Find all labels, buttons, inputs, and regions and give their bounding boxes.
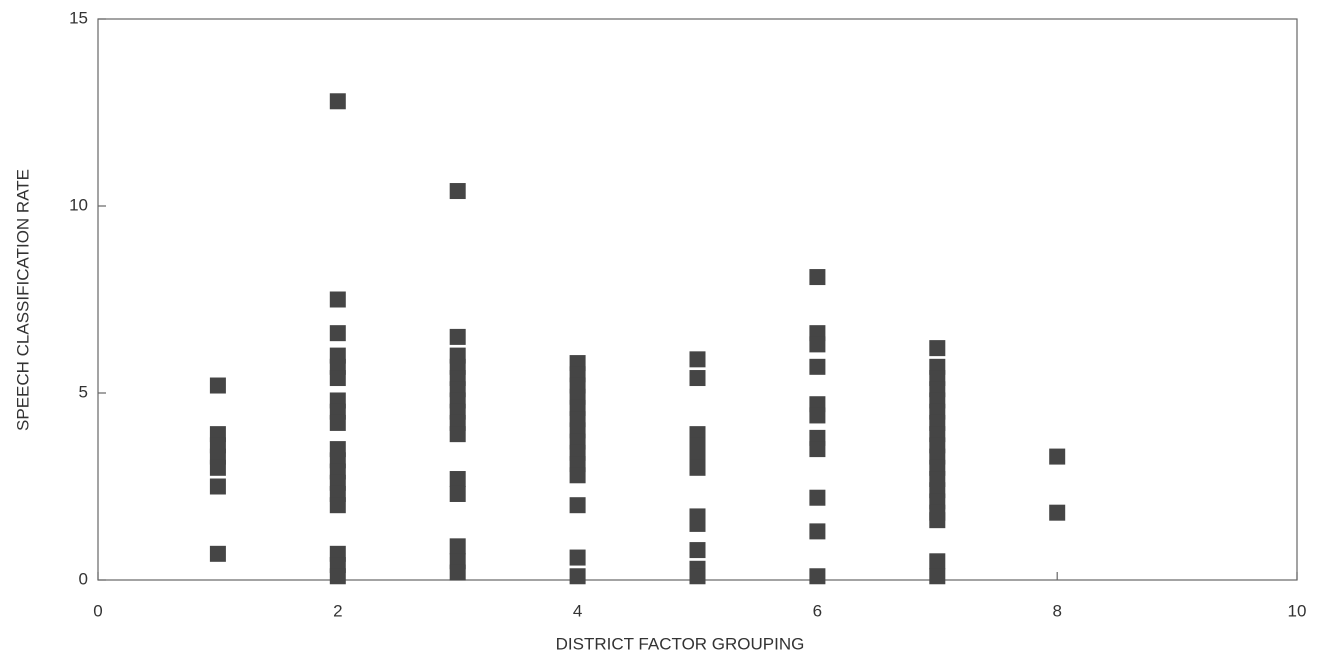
point <box>809 489 826 506</box>
point <box>809 523 826 540</box>
x-tick-label: 6 <box>813 601 822 620</box>
point <box>329 568 346 585</box>
point <box>569 568 586 585</box>
point <box>569 549 586 566</box>
y-tick-label: 15 <box>69 8 88 27</box>
point <box>809 407 826 424</box>
point <box>689 351 706 368</box>
point <box>209 377 226 394</box>
point <box>449 183 466 200</box>
point <box>329 325 346 342</box>
point <box>689 568 706 585</box>
point <box>209 545 226 562</box>
x-tick-label: 2 <box>333 601 342 620</box>
point <box>329 291 346 308</box>
x-tick-label: 10 <box>1288 601 1307 620</box>
point <box>929 512 946 529</box>
point <box>449 328 466 345</box>
point <box>569 467 586 484</box>
point <box>809 269 826 286</box>
point <box>329 93 346 110</box>
point <box>449 485 466 502</box>
point <box>689 515 706 532</box>
point <box>1049 504 1066 521</box>
point <box>569 497 586 514</box>
point <box>809 358 826 375</box>
x-axis-label: DISTRICT FACTOR GROUPING <box>556 634 805 653</box>
plot-frame <box>97 18 1298 581</box>
point <box>1049 448 1066 465</box>
point <box>449 471 466 488</box>
point <box>329 414 346 431</box>
y-tick-label: 5 <box>79 382 88 401</box>
y-tick-label: 10 <box>69 195 88 214</box>
point <box>449 564 466 581</box>
point <box>809 568 826 585</box>
point <box>809 441 826 458</box>
x-tick-label: 8 <box>1052 601 1061 620</box>
point <box>689 370 706 387</box>
point <box>929 568 946 585</box>
x-tick-label: 4 <box>573 601 582 620</box>
point <box>689 459 706 476</box>
point <box>329 370 346 387</box>
point <box>449 426 466 443</box>
point <box>689 542 706 559</box>
y-axis-label: SPEECH CLASSIFICATION RATE <box>13 169 32 431</box>
point <box>449 538 466 555</box>
point <box>929 340 946 357</box>
point <box>329 497 346 514</box>
x-tick-label: 0 <box>93 601 102 620</box>
point <box>809 336 826 353</box>
point <box>209 459 226 476</box>
y-tick-label: 0 <box>79 569 88 588</box>
point <box>929 553 946 570</box>
point <box>209 478 226 495</box>
